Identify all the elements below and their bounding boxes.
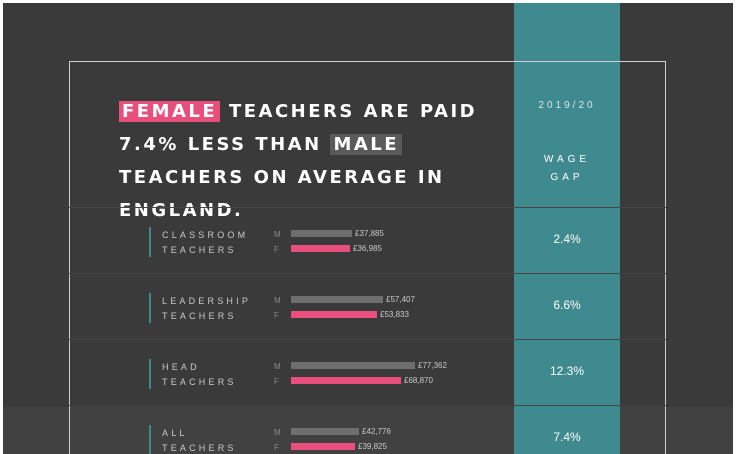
category-label: CLASSROOM TEACHERS [162, 228, 248, 258]
female-value-label: £53,833 [380, 310, 409, 319]
row-accent [149, 227, 151, 257]
female-bar [291, 245, 350, 252]
category-label-line2: TEACHERS [162, 245, 237, 255]
category-label-line2: TEACHERS [162, 443, 237, 453]
chart-row: HEAD TEACHERS M F £77,362 £68,870 12.3% [3, 339, 733, 405]
male-series-label: M [274, 296, 281, 305]
wage-gap-value: 2.4% [553, 232, 581, 246]
male-value-label: £57,407 [386, 295, 415, 304]
male-bar [291, 296, 383, 303]
male-value-label: £42,776 [362, 427, 391, 436]
male-value-label: £77,362 [418, 361, 447, 370]
headline-male-highlight: MALE [330, 134, 403, 155]
female-bar [291, 377, 401, 384]
wage-gap-title-line2: GAP [550, 172, 584, 183]
male-series-label: M [274, 362, 281, 371]
chart-row: ALL TEACHERS M F £42,776 £39,825 7.4% [3, 405, 733, 454]
row-divider [69, 207, 666, 208]
male-bar [291, 362, 415, 369]
row-accent [149, 359, 151, 389]
male-value-label: £37,885 [355, 229, 384, 238]
female-value-label: £36,985 [353, 244, 382, 253]
male-series-label: M [274, 428, 281, 437]
headline-text-2: TEACHERS ON AVERAGE IN ENGLAND. [119, 167, 445, 221]
row-divider [69, 273, 666, 274]
male-series-label: M [274, 230, 281, 239]
category-label-line1: CLASSROOM [162, 230, 249, 240]
chart-row: LEADERSHIP TEACHERS M F £57,407 £53,833 6.6% [3, 273, 733, 339]
female-series-label: F [274, 443, 279, 452]
headline: FEMALE TEACHERS ARE PAID 7.4% LESS THAN … [119, 95, 509, 227]
row-accent [149, 425, 151, 454]
male-bar [291, 428, 359, 435]
row-divider [69, 339, 666, 340]
female-series-label: F [274, 245, 279, 254]
female-bar [291, 311, 377, 318]
category-label: HEAD TEACHERS [162, 360, 237, 390]
category-label-line1: ALL [162, 428, 188, 438]
male-bar [291, 230, 352, 237]
female-series-label: F [274, 311, 279, 320]
headline-text-1: TEACHERS ARE PAID 7.4% LESS THAN [119, 101, 478, 155]
category-label-line2: TEACHERS [162, 311, 237, 321]
category-label-line2: TEACHERS [162, 377, 237, 387]
category-label: LEADERSHIP TEACHERS [162, 294, 251, 324]
wage-gap-column [514, 3, 620, 454]
wage-gap-title-line1: WAGE [543, 154, 591, 165]
row-divider [69, 405, 666, 406]
year-label: 2019/20 [538, 100, 596, 111]
row-accent [149, 293, 151, 323]
content-frame [69, 61, 666, 454]
female-bar [291, 443, 355, 450]
female-series-label: F [274, 377, 279, 386]
category-label: ALL TEACHERS [162, 426, 237, 454]
category-label-line1: LEADERSHIP [162, 296, 252, 306]
wage-gap-value: 12.3% [549, 364, 585, 378]
infographic: FEMALE TEACHERS ARE PAID 7.4% LESS THAN … [3, 3, 733, 454]
headline-female-highlight: FEMALE [119, 101, 221, 122]
wage-gap-value: 7.4% [553, 430, 581, 444]
wage-gap-title: WAGE GAP [514, 151, 620, 187]
chart-row: CLASSROOM TEACHERS M F £37,885 £36,985 2.4% [3, 207, 733, 273]
female-value-label: £39,825 [358, 442, 387, 451]
wage-gap-value: 6.6% [553, 298, 581, 312]
category-label-line1: HEAD [162, 362, 200, 372]
female-value-label: £68,870 [404, 376, 433, 385]
